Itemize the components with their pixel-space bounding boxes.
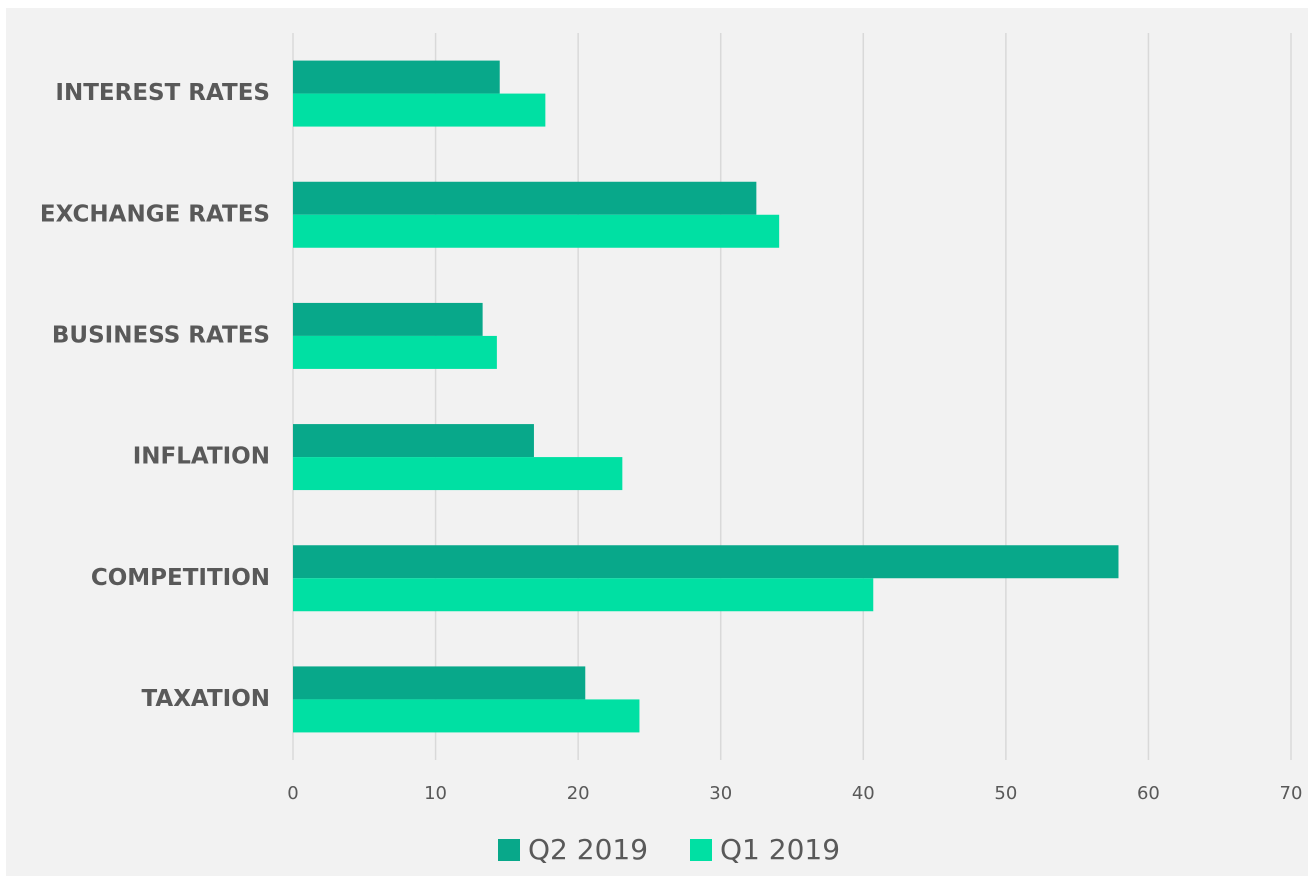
x-tick-label: 0 <box>287 783 298 804</box>
y-tick-label: INTEREST RATES <box>55 80 270 106</box>
x-tick-label: 20 <box>567 783 590 804</box>
legend-label: Q1 2019 <box>720 833 840 866</box>
y-tick-label: BUSINESS RATES <box>52 322 270 348</box>
bar <box>293 578 874 612</box>
y-tick-label: INFLATION <box>133 444 270 470</box>
x-tick-label: 40 <box>852 783 875 804</box>
bar <box>293 545 1119 579</box>
bar <box>293 181 757 215</box>
bar <box>293 424 534 458</box>
x-tick-label: 10 <box>424 783 447 804</box>
bar <box>293 60 500 94</box>
chart-background <box>6 8 1308 876</box>
bar <box>293 214 780 248</box>
y-tick-label: COMPETITION <box>91 565 270 591</box>
bar <box>293 699 640 733</box>
x-tick-label: 30 <box>709 783 732 804</box>
bar <box>293 457 623 491</box>
x-tick-label: 60 <box>1137 783 1160 804</box>
x-tick-label: 70 <box>1280 783 1303 804</box>
x-tick-label: 50 <box>994 783 1017 804</box>
legend-swatch <box>690 839 712 861</box>
bar <box>293 93 546 127</box>
y-tick-label: TAXATION <box>142 686 271 712</box>
y-tick-label: EXCHANGE RATES <box>40 201 270 227</box>
bar <box>293 302 483 336</box>
legend-label: Q2 2019 <box>528 833 648 866</box>
legend-swatch <box>498 839 520 861</box>
bar <box>293 335 497 369</box>
bar <box>293 666 586 700</box>
